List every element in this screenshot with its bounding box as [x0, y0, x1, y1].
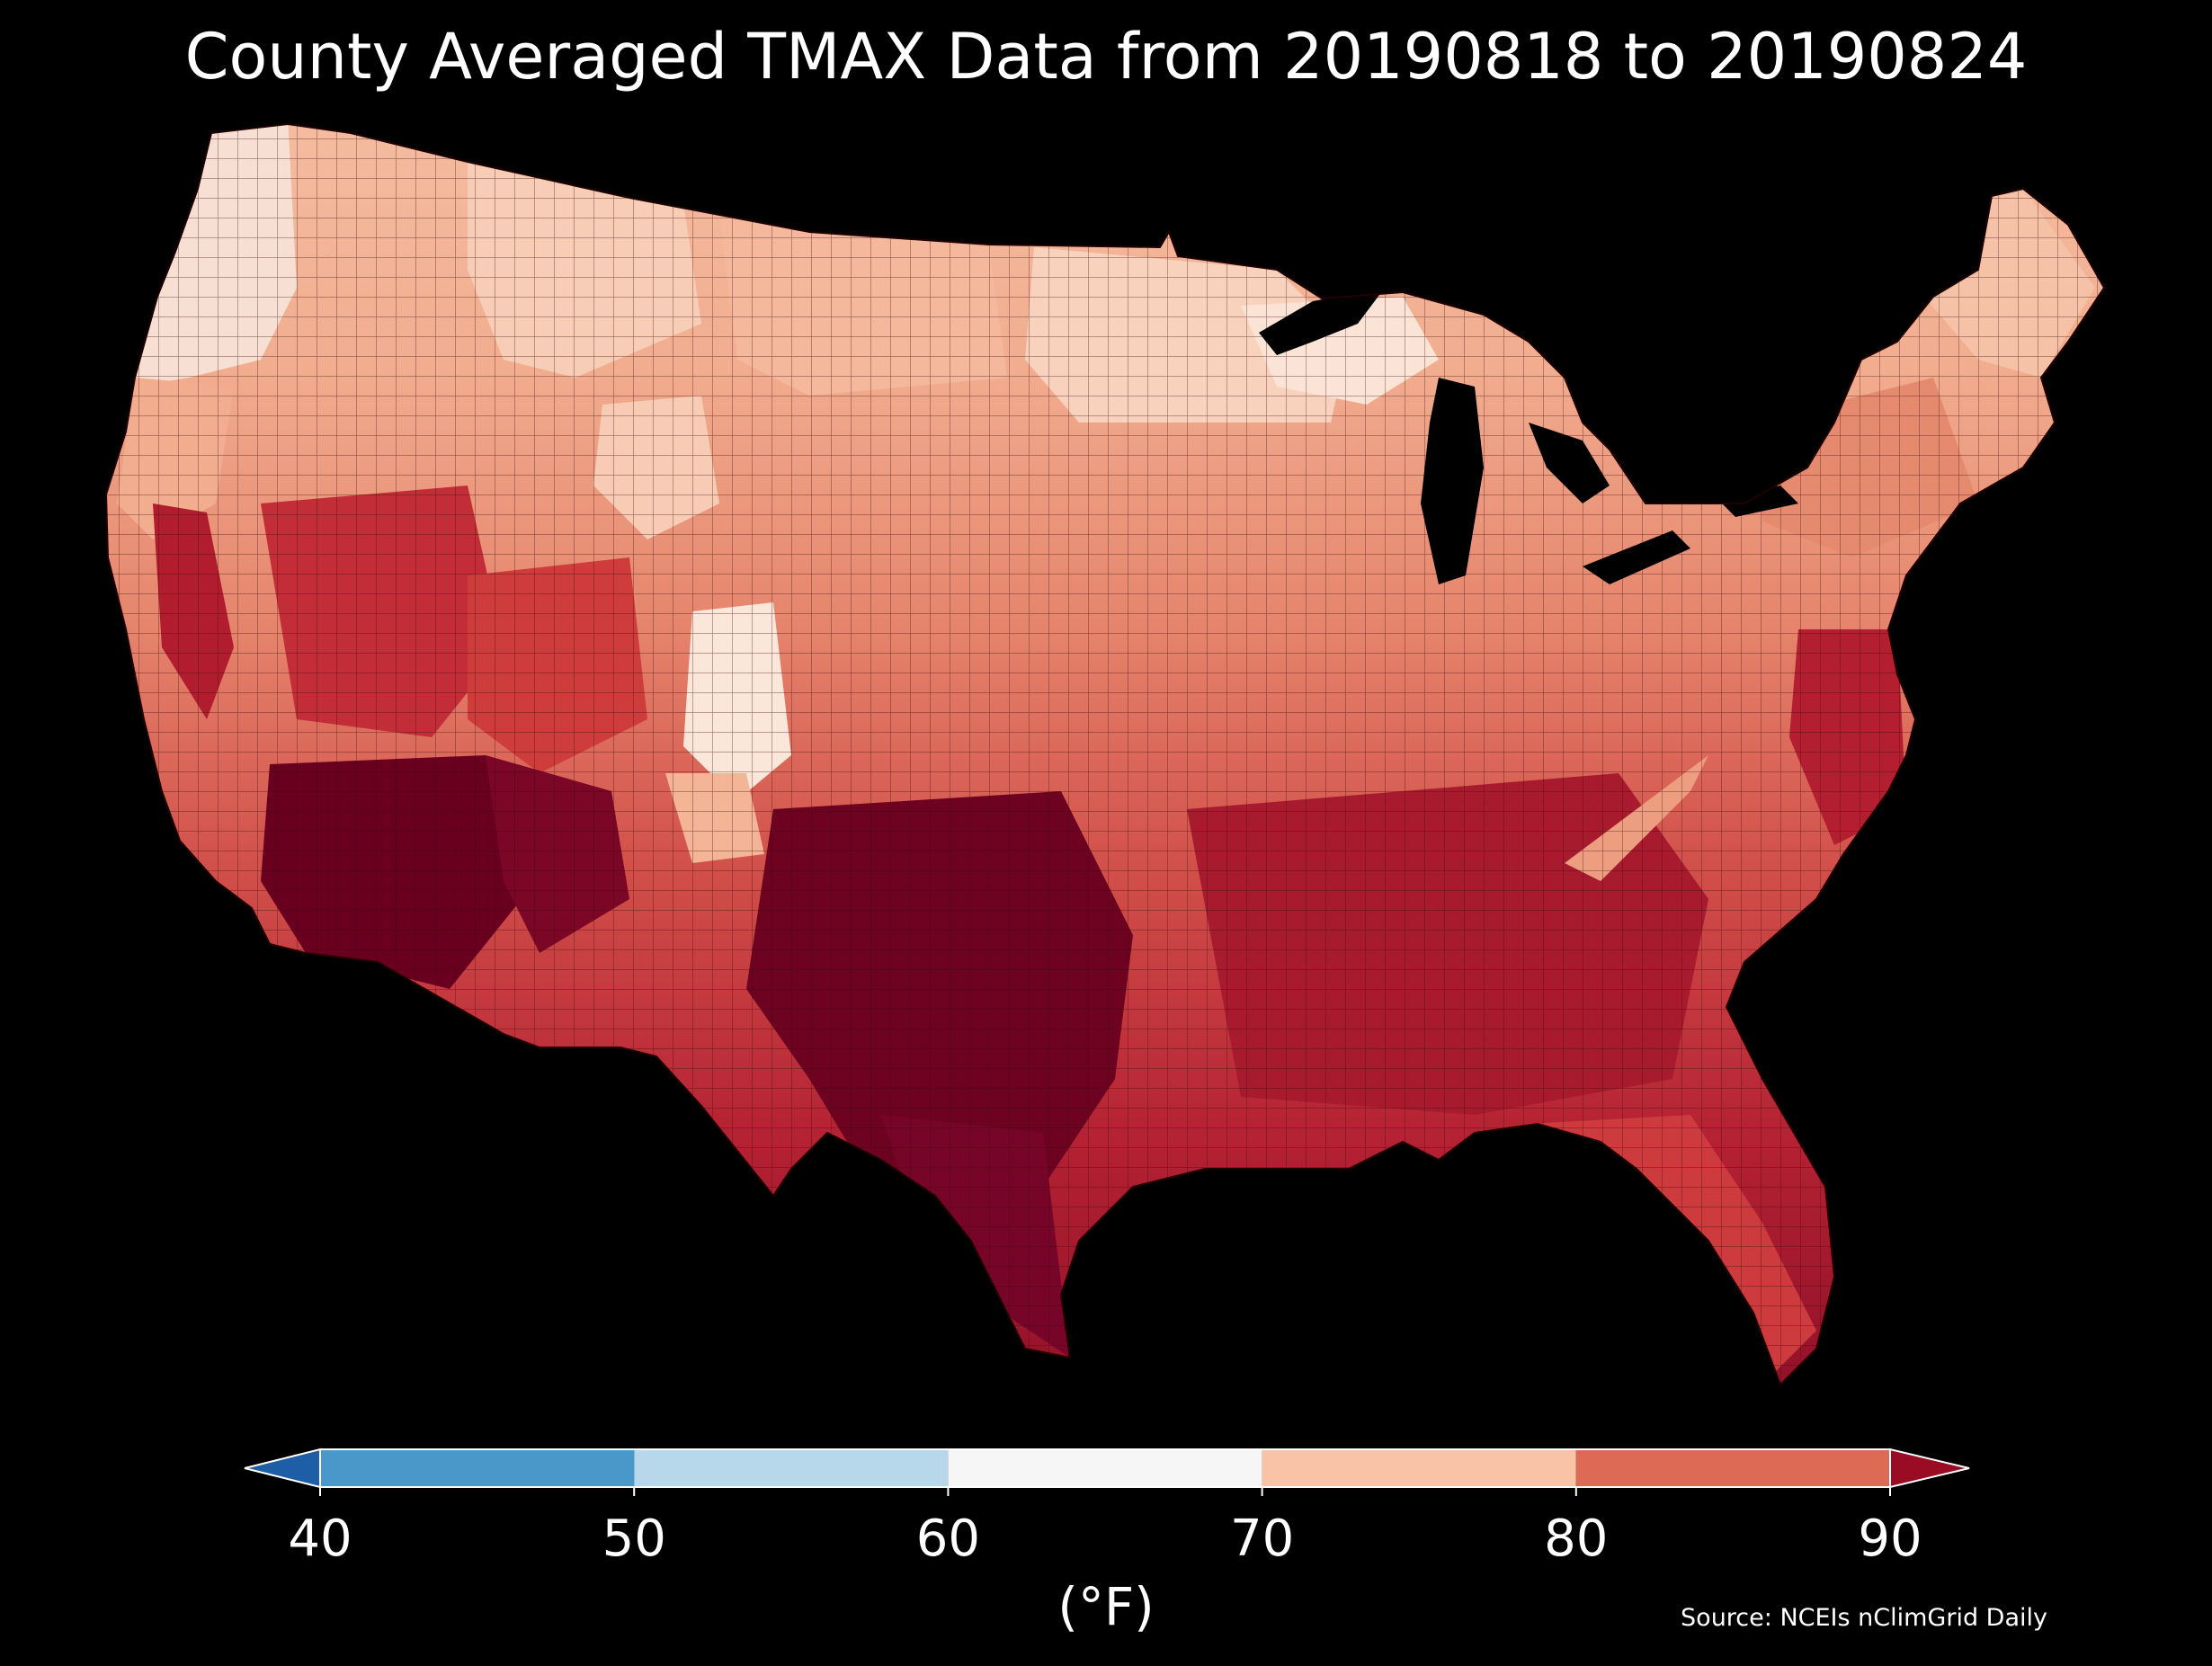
map-title: County Averaged TMAX Data from 20190818 …: [184, 20, 2028, 94]
great-lakes: [1259, 288, 1798, 584]
colorbar-tick-label-4: 80: [1544, 1510, 1608, 1568]
colorbar-ticks: 40 50 60 70 80 90: [288, 1487, 1922, 1568]
source-note: Source: NCEIs nClimGrid Daily: [1681, 1604, 2047, 1632]
colorbar-frame: [319, 1448, 1891, 1488]
colorbar-tick-label-0: 40: [288, 1510, 352, 1568]
colorbar-tick-label-3: 70: [1230, 1510, 1294, 1568]
colorbar-bins: [320, 1449, 1890, 1487]
us-outline: [104, 122, 2106, 1386]
colorbar-tick-label-1: 50: [602, 1510, 666, 1568]
colorbar-bin-1: [634, 1449, 949, 1487]
colorbar-unit-label: (°F): [1057, 1576, 1155, 1637]
colorbar-tick-label-5: 90: [1858, 1510, 1922, 1568]
colorbar-tick-label-2: 60: [916, 1510, 980, 1568]
colorbar-under-triangle: [244, 1448, 321, 1489]
colorbar-bin-2: [948, 1449, 1262, 1487]
colorbar-over-triangle: [1889, 1448, 1970, 1489]
colorbar-bin-3: [1262, 1449, 1576, 1487]
colorbar-bin-0: [320, 1449, 635, 1487]
colorbar-bin-4: [1575, 1449, 1890, 1487]
